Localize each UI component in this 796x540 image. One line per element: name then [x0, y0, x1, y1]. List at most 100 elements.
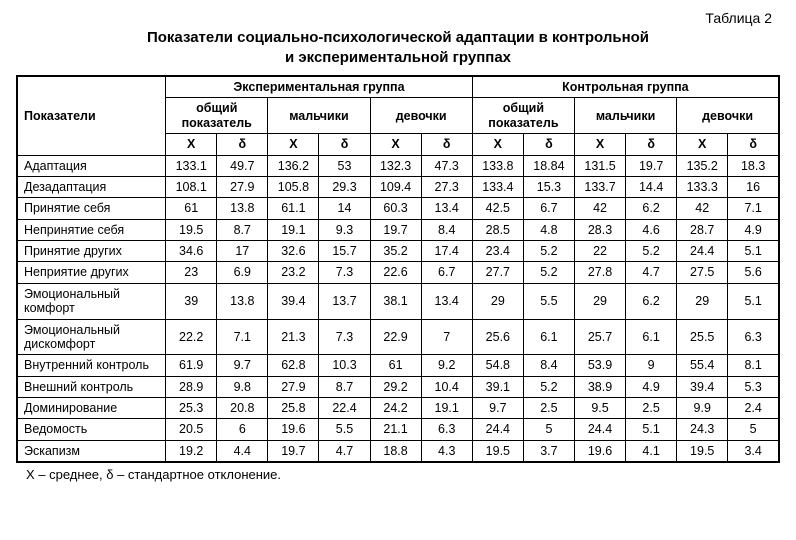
cell-value: 25.3	[166, 398, 217, 419]
cell-value: 9.3	[319, 219, 370, 240]
cell-value: 5	[728, 419, 779, 440]
table-row: Внешний контроль28.99.827.98.729.210.439…	[17, 376, 779, 397]
cell-value: 19.1	[268, 219, 319, 240]
cell-value: 6.2	[626, 283, 677, 319]
cell-value: 24.3	[677, 419, 728, 440]
header-exp-boys: мальчики	[268, 98, 370, 134]
cell-value: 2.4	[728, 398, 779, 419]
cell-value: 17	[217, 241, 268, 262]
header-sd: δ	[523, 134, 574, 155]
cell-value: 24.2	[370, 398, 421, 419]
cell-value: 9	[626, 355, 677, 376]
row-label: Эскапизм	[17, 440, 166, 462]
cell-value: 21.3	[268, 319, 319, 355]
header-ctrl-group: Контрольная группа	[472, 76, 779, 98]
header-ctrl-girls: девочки	[677, 98, 779, 134]
cell-value: 5.2	[523, 376, 574, 397]
table-row: Принятие себя6113.861.11460.313.442.56.7…	[17, 198, 779, 219]
row-label: Ведомость	[17, 419, 166, 440]
cell-value: 47.3	[421, 155, 472, 176]
cell-value: 9.8	[217, 376, 268, 397]
cell-value: 49.7	[217, 155, 268, 176]
cell-value: 109.4	[370, 176, 421, 197]
cell-value: 15.7	[319, 241, 370, 262]
cell-value: 9.7	[472, 398, 523, 419]
footnote: X – среднее, δ – стандартное отклонение.	[26, 467, 780, 482]
cell-value: 42	[574, 198, 625, 219]
cell-value: 62.8	[268, 355, 319, 376]
cell-value: 4.3	[421, 440, 472, 462]
cell-value: 4.9	[626, 376, 677, 397]
header-exp-girls: девочки	[370, 98, 472, 134]
cell-value: 131.5	[574, 155, 625, 176]
cell-value: 8.7	[217, 219, 268, 240]
cell-value: 19.7	[268, 440, 319, 462]
cell-value: 18.3	[728, 155, 779, 176]
cell-value: 38.9	[574, 376, 625, 397]
cell-value: 13.7	[319, 283, 370, 319]
cell-value: 5.1	[728, 241, 779, 262]
header-mean: X	[166, 134, 217, 155]
table-row: Принятие других34.61732.615.735.217.423.…	[17, 241, 779, 262]
row-label: Эмоциональный комфорт	[17, 283, 166, 319]
cell-value: 19.7	[626, 155, 677, 176]
cell-value: 27.8	[574, 262, 625, 283]
cell-value: 27.9	[217, 176, 268, 197]
cell-value: 136.2	[268, 155, 319, 176]
cell-value: 4.6	[626, 219, 677, 240]
cell-value: 9.9	[677, 398, 728, 419]
row-label: Доминирование	[17, 398, 166, 419]
cell-value: 13.4	[421, 283, 472, 319]
cell-value: 4.7	[626, 262, 677, 283]
row-label: Принятие других	[17, 241, 166, 262]
row-label: Дезадаптация	[17, 176, 166, 197]
header-sd: δ	[421, 134, 472, 155]
cell-value: 25.8	[268, 398, 319, 419]
cell-value: 14.4	[626, 176, 677, 197]
cell-value: 5.2	[626, 241, 677, 262]
cell-value: 25.6	[472, 319, 523, 355]
cell-value: 61	[166, 198, 217, 219]
cell-value: 39.1	[472, 376, 523, 397]
cell-value: 9.7	[217, 355, 268, 376]
cell-value: 133.7	[574, 176, 625, 197]
cell-value: 53.9	[574, 355, 625, 376]
cell-value: 20.5	[166, 419, 217, 440]
table-row: Дезадаптация108.127.9105.829.3109.427.31…	[17, 176, 779, 197]
cell-value: 53	[319, 155, 370, 176]
cell-value: 18.84	[523, 155, 574, 176]
cell-value: 24.4	[472, 419, 523, 440]
cell-value: 14	[319, 198, 370, 219]
row-label: Принятие себя	[17, 198, 166, 219]
cell-value: 22	[574, 241, 625, 262]
row-label: Адаптация	[17, 155, 166, 176]
cell-value: 39.4	[677, 376, 728, 397]
cell-value: 28.9	[166, 376, 217, 397]
cell-value: 60.3	[370, 198, 421, 219]
cell-value: 8.7	[319, 376, 370, 397]
cell-value: 22.6	[370, 262, 421, 283]
cell-value: 105.8	[268, 176, 319, 197]
cell-value: 23.2	[268, 262, 319, 283]
cell-value: 10.4	[421, 376, 472, 397]
cell-value: 7.3	[319, 319, 370, 355]
cell-value: 108.1	[166, 176, 217, 197]
cell-value: 19.5	[166, 219, 217, 240]
cell-value: 19.6	[574, 440, 625, 462]
cell-value: 19.7	[370, 219, 421, 240]
cell-value: 39	[166, 283, 217, 319]
cell-value: 4.8	[523, 219, 574, 240]
cell-value: 32.6	[268, 241, 319, 262]
header-ctrl-boys: мальчики	[574, 98, 676, 134]
cell-value: 29.3	[319, 176, 370, 197]
cell-value: 2.5	[523, 398, 574, 419]
cell-value: 18.8	[370, 440, 421, 462]
cell-value: 27.9	[268, 376, 319, 397]
header-mean: X	[472, 134, 523, 155]
data-table: Показатели Экспериментальная группа Конт…	[16, 75, 780, 463]
cell-value: 21.1	[370, 419, 421, 440]
table-number: Таблица 2	[16, 10, 772, 26]
cell-value: 132.3	[370, 155, 421, 176]
row-label: Внешний контроль	[17, 376, 166, 397]
cell-value: 28.3	[574, 219, 625, 240]
